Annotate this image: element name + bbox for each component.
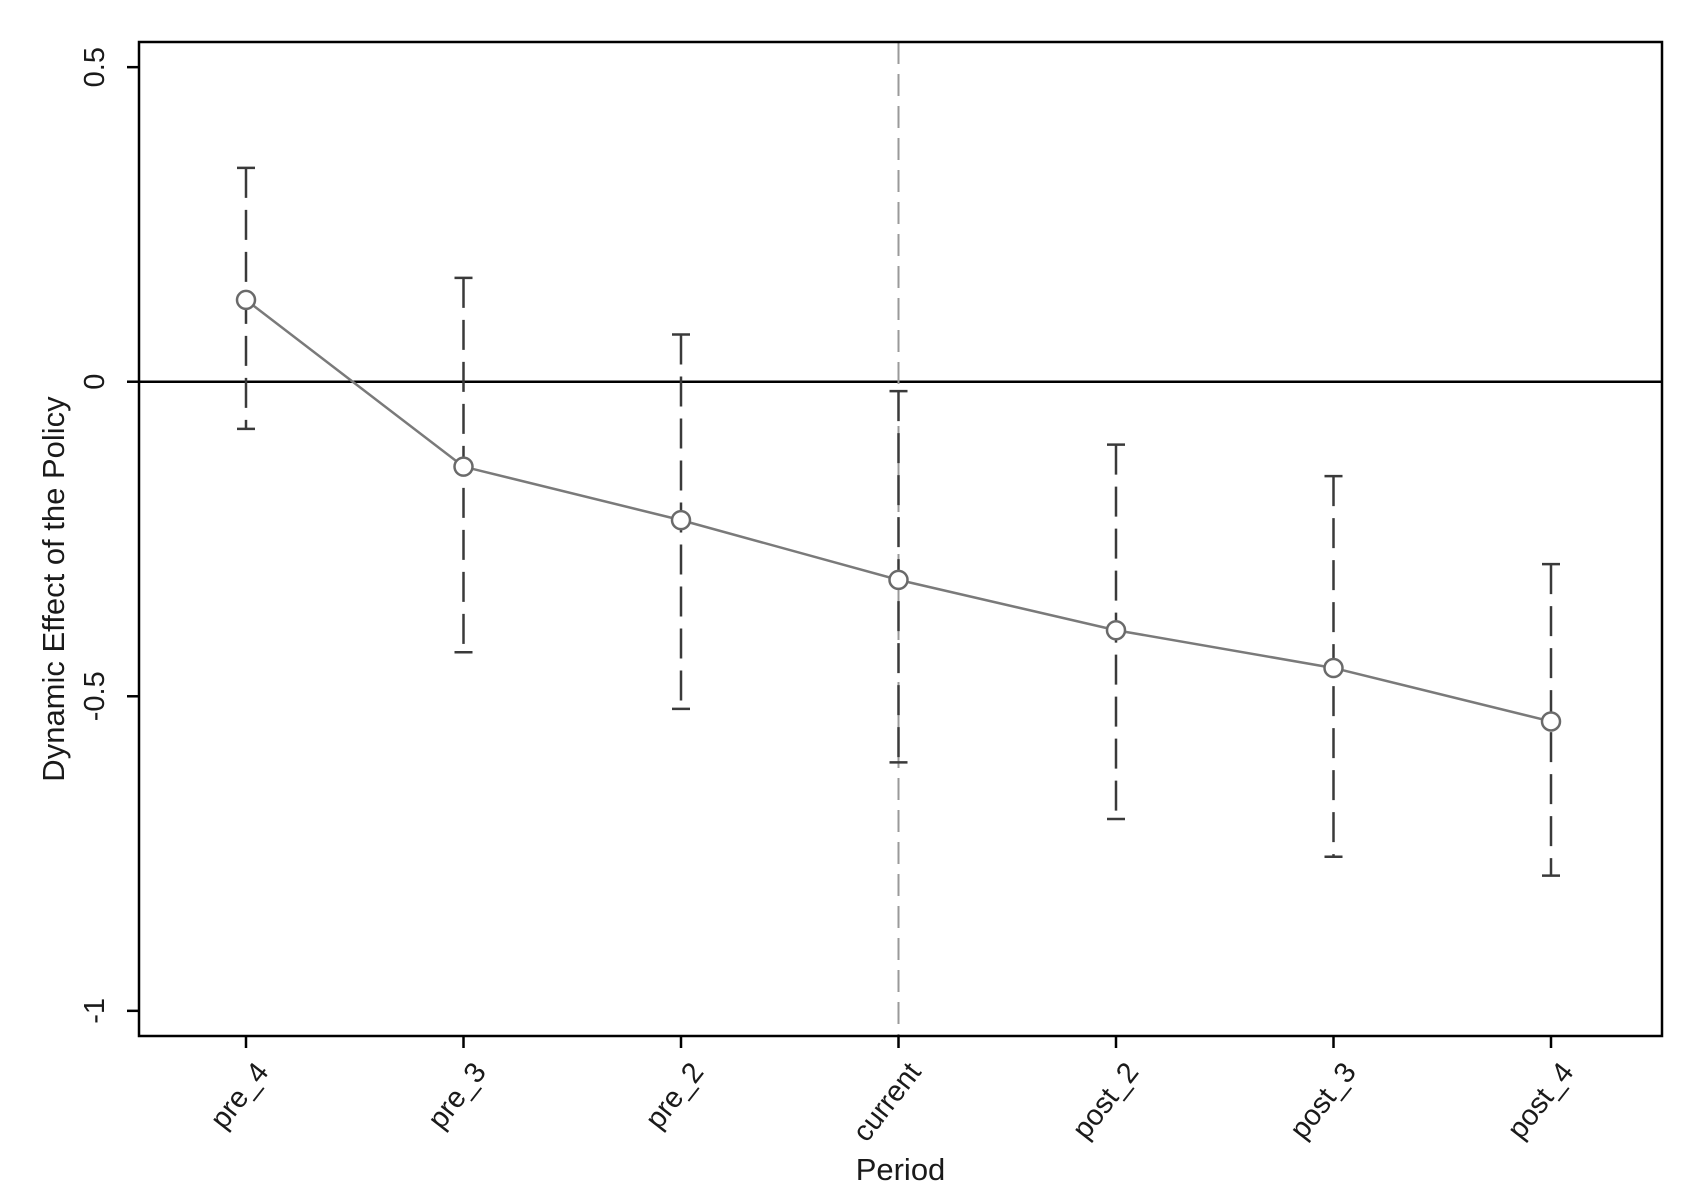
y-tick-label: -0.5	[79, 671, 111, 721]
y-axis-label: Dynamic Effect of the Policy	[36, 396, 71, 782]
data-points	[235, 289, 1562, 732]
x-tick-label: post_3	[1284, 1057, 1363, 1145]
data-point	[1105, 619, 1127, 641]
data-point	[1540, 711, 1562, 732]
data-point	[235, 289, 257, 311]
y-tick-label: 0	[79, 374, 111, 390]
x-tick-label: pre_2	[639, 1057, 710, 1135]
x-tick-label: post_4	[1501, 1057, 1580, 1145]
y-axis: 0.5 0 -0.5 -1	[79, 47, 139, 1024]
x-tick-label: pre_3	[422, 1057, 493, 1135]
data-point	[888, 569, 909, 591]
reference-lines	[139, 42, 1662, 1036]
x-tick-label: current	[847, 1057, 928, 1148]
y-tick-label: -1	[79, 998, 111, 1024]
x-axis: pre_4 pre_3 pre_2 current post_2 post_3 post_4	[204, 1036, 1580, 1148]
plot-frame	[137, 40, 1664, 1038]
y-tick-label: 0.5	[79, 47, 111, 87]
data-point	[453, 456, 474, 477]
x-axis-label: Period	[856, 1152, 946, 1187]
data-point	[670, 509, 692, 531]
x-tick-label: pre_4	[204, 1057, 275, 1135]
x-tick-label: post_2	[1066, 1057, 1145, 1145]
data-point	[1323, 657, 1344, 679]
